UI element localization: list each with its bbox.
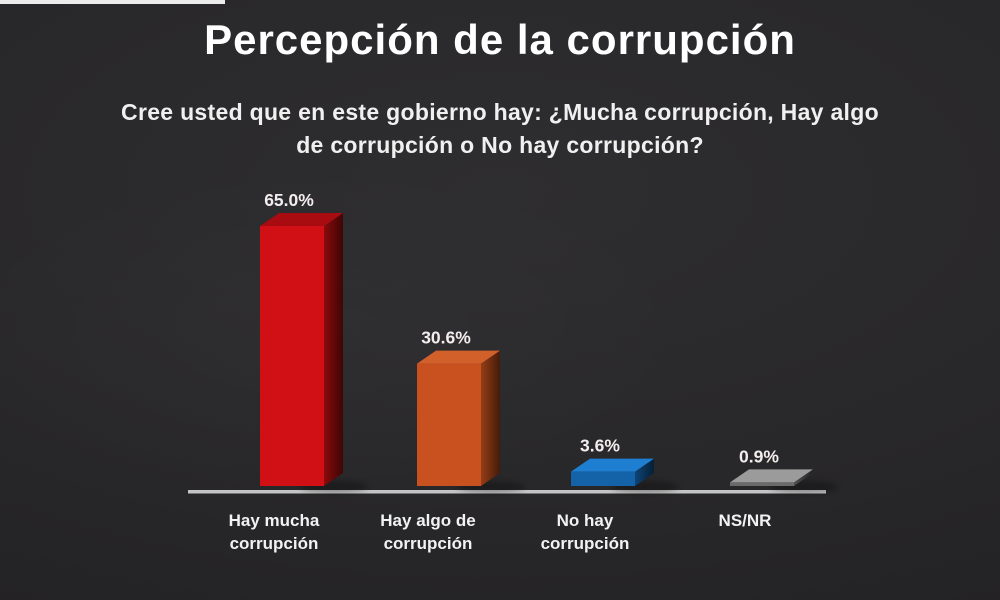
bar-value-label: 3.6% — [580, 436, 620, 456]
bar-top-face — [417, 350, 500, 364]
bar-side-face — [324, 213, 343, 486]
bar-value-label: 0.9% — [739, 446, 779, 466]
bar-group-2: 3.6% — [571, 436, 679, 493]
bar-side-face — [635, 458, 654, 486]
chart-title: Percepción de la corrupción — [204, 16, 796, 63]
category-label: Hay algo de corrupción — [380, 511, 475, 553]
bar-front-face — [571, 471, 635, 486]
bar-top-face — [730, 469, 813, 483]
bar-front-face — [260, 226, 324, 486]
bar-value-label: 30.6% — [421, 328, 471, 348]
category-label: Hay mucha corrupción — [229, 511, 320, 553]
bar-group-1: 30.6% — [417, 328, 525, 493]
chart-subtitle: Cree usted que en este gobierno hay: ¿Mu… — [50, 96, 950, 162]
bar-side-face — [481, 350, 500, 486]
bar-front-face — [417, 363, 481, 486]
bar-side-face — [794, 469, 813, 486]
bar-top-face — [260, 213, 343, 226]
bar-group-0: 65.0% — [260, 190, 368, 493]
chart-subtitle-line-2: de corrupción o No hay corrupción? — [296, 132, 704, 158]
bar-top-face — [571, 458, 654, 472]
bar-value-label: 65.0% — [264, 190, 314, 210]
top-edge-artifact — [0, 0, 225, 4]
bar-group-3: 0.9% — [730, 446, 838, 493]
bar-front-face — [730, 482, 794, 486]
category-label: NS/NR — [719, 511, 772, 530]
chart-subtitle-line-1: Cree usted que en este gobierno hay: ¿Mu… — [121, 99, 879, 125]
category-label: No hay corrupción — [541, 511, 630, 553]
